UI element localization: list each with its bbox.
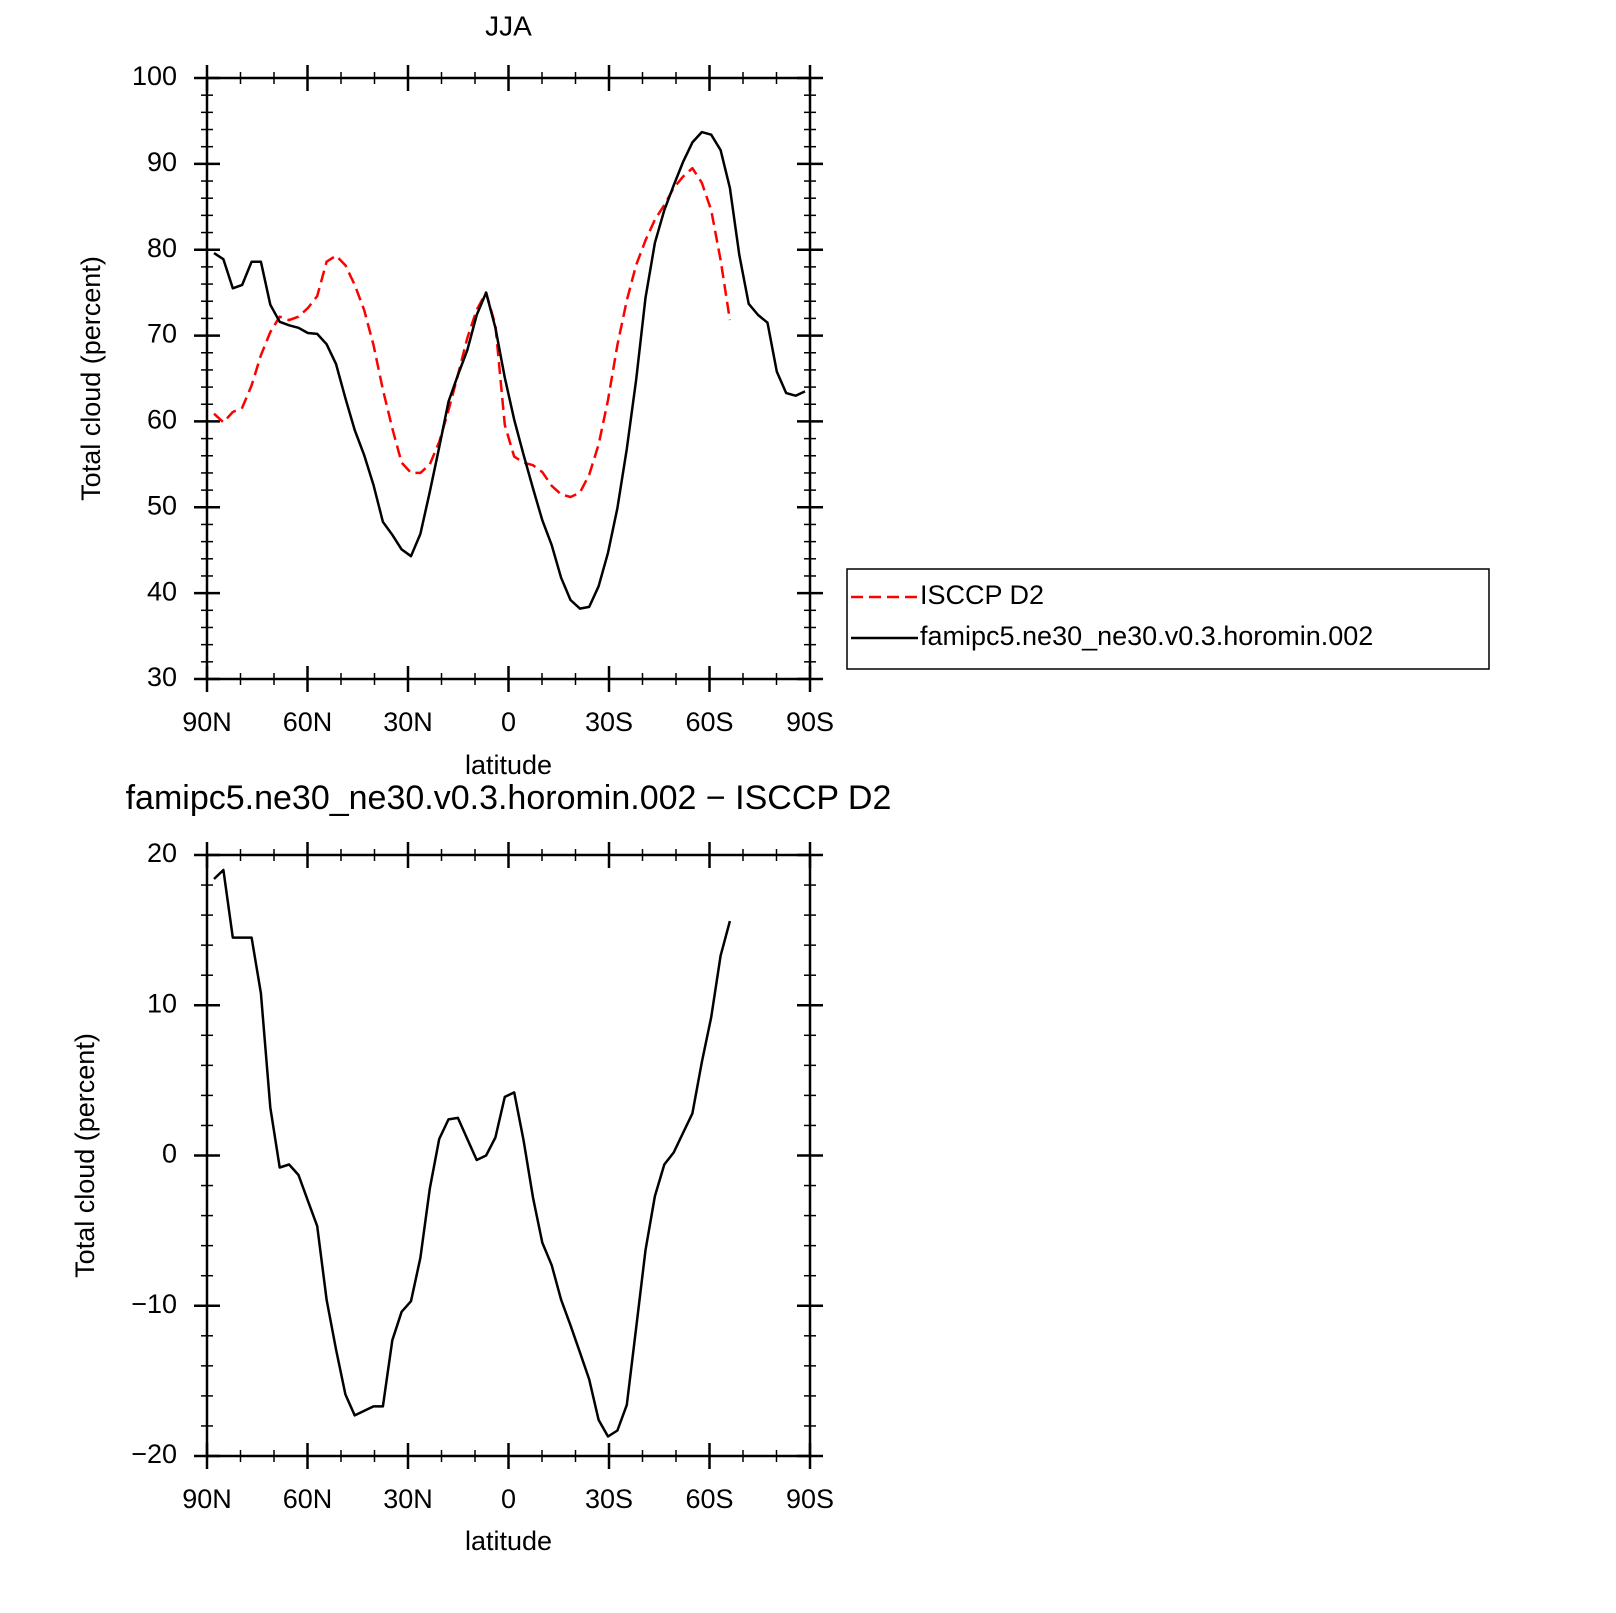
y-tick-label: 100 — [132, 61, 177, 91]
data-line — [213, 130, 806, 610]
legend-label: famipc5.ne30_ne30.v0.3.horomin.002 — [920, 621, 1373, 651]
x-tick-label: 30S — [585, 1484, 633, 1514]
legend: ISCCP D2 famipc5.ne30_ne30.v0.3.horomin.0… — [846, 568, 1490, 670]
chart-title: famipc5.ne30_ne30.v0.3.horomin.002 − ISC… — [126, 779, 892, 817]
x-tick-label: 60N — [283, 707, 333, 737]
x-axis-label: latitude — [465, 1526, 552, 1556]
y-tick-label: −20 — [131, 1439, 177, 1469]
plot: famipc5.ne30_ne30.v0.3.horomin.002 − ISC… — [70, 779, 891, 1556]
plot-frame — [205, 853, 812, 1458]
x-tick-label: 30S — [585, 707, 633, 737]
chart-title: JJA — [485, 10, 532, 41]
x-tick-label: 60N — [283, 1484, 333, 1514]
data-line — [213, 166, 732, 499]
y-tick-label: 60 — [147, 405, 177, 435]
legend-label: ISCCP D2 — [920, 580, 1044, 610]
y-tick-label: 40 — [147, 576, 177, 606]
plot: JJA latitude Total cloud (percent) 30 40 50 60… — [76, 10, 1490, 780]
x-tick-label: 90S — [786, 1484, 834, 1514]
x-tick-label: 60S — [685, 1484, 733, 1514]
x-tick-label: 30N — [383, 707, 433, 737]
plot-frame — [205, 76, 812, 681]
x-tick-label: 90N — [182, 707, 232, 737]
x-tick-label: 0 — [501, 1484, 516, 1514]
y-axis-label: Total cloud (percent) — [70, 1033, 100, 1278]
y-tick-label: 10 — [147, 988, 177, 1018]
y-tick-label: −10 — [131, 1289, 177, 1319]
y-axis-label: Total cloud (percent) — [76, 256, 106, 501]
y-tick-label: 90 — [147, 147, 177, 177]
y-tick-label: 70 — [147, 319, 177, 349]
x-tick-label: 90N — [182, 1484, 232, 1514]
x-tick-label: 0 — [501, 707, 516, 737]
legend-box — [846, 568, 1490, 670]
y-tick-label: 50 — [147, 490, 177, 520]
y-tick-label: 20 — [147, 838, 177, 868]
y-tick-label: 0 — [162, 1139, 177, 1169]
y-tick-label: 30 — [147, 662, 177, 692]
y-tick-label: 80 — [147, 233, 177, 263]
x-tick-label: 30N — [383, 1484, 433, 1514]
x-tick-label: 60S — [685, 707, 733, 737]
data-line — [213, 868, 732, 1438]
x-axis-label: latitude — [465, 750, 552, 780]
x-tick-label: 90S — [786, 707, 834, 737]
